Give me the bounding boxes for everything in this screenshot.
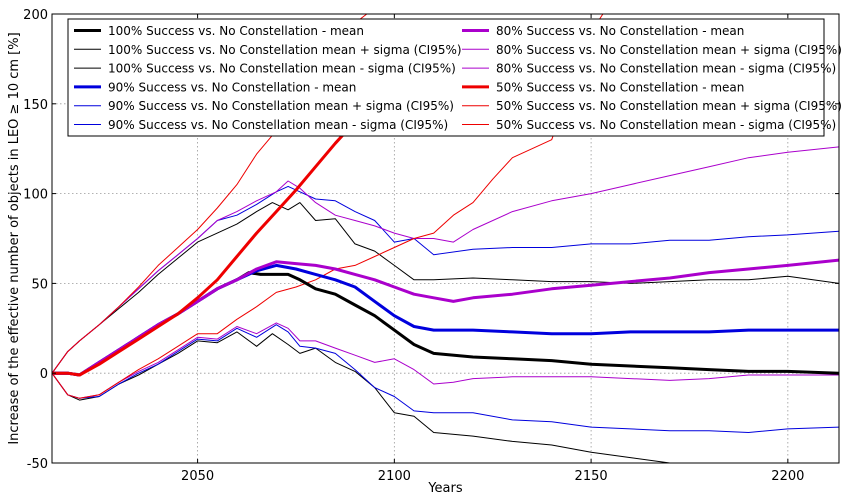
series-line-2: [52, 202, 839, 374]
legend-label: 100% Success vs. No Constellation mean +…: [108, 43, 462, 57]
legend-label: 90% Success vs. No Constellation mean + …: [108, 99, 454, 113]
legend-box: [67, 18, 825, 137]
legend-label: 100% Success vs. No Constellation - mean: [108, 24, 364, 38]
plot-frame: [51, 13, 840, 464]
legend-label: 50% Success vs. No Constellation mean - …: [496, 118, 836, 132]
legend-label: 50% Success vs. No Constellation mean + …: [496, 99, 842, 113]
series-line-10: [52, 93, 384, 377]
y-tick-label: -50: [27, 457, 48, 472]
x-tick-label: 2150: [575, 469, 608, 484]
series-line-9: [52, 322, 839, 399]
series-line-8: [52, 146, 839, 374]
legend-label: 80% Success vs. No Constellation mean - …: [496, 62, 836, 76]
ticks: 2050 2100 2150 2200 -50 0 50 100 150 200: [23, 8, 839, 484]
legend-label: 90% Success vs. No Constellation mean - …: [108, 118, 448, 132]
y-tick-label: 150: [23, 98, 48, 113]
legend-label: 90% Success vs. No Constellation - mean: [108, 80, 356, 94]
y-tick-label: 0: [40, 367, 48, 382]
series-line-7: [52, 258, 839, 377]
series-layer: [52, 14, 839, 463]
y-tick-label: 200: [23, 8, 48, 23]
y-tick-label: 50: [31, 277, 48, 292]
x-tick-label: 2200: [771, 469, 804, 484]
legend: 100% Success vs. No Constellation - mean…: [67, 18, 842, 137]
legend-label: 100% Success vs. No Constellation mean -…: [108, 62, 456, 76]
legend-label: 80% Success vs. No Constellation - mean: [496, 24, 744, 38]
series-line-3: [52, 331, 674, 463]
legend-label: 50% Success vs. No Constellation - mean: [496, 80, 744, 94]
series-line-6: [52, 324, 839, 433]
x-axis-label: Years: [427, 481, 463, 496]
y-axis-label: Increase of the effective number of obje…: [7, 32, 22, 444]
series-line-12: [52, 14, 604, 399]
y-tick-label: 100: [23, 188, 48, 203]
legend-label: 80% Success vs. No Constellation mean + …: [496, 43, 842, 57]
series-line-1: [52, 271, 839, 377]
x-tick-label: 2100: [378, 469, 411, 484]
x-tick-label: 2050: [181, 469, 214, 484]
